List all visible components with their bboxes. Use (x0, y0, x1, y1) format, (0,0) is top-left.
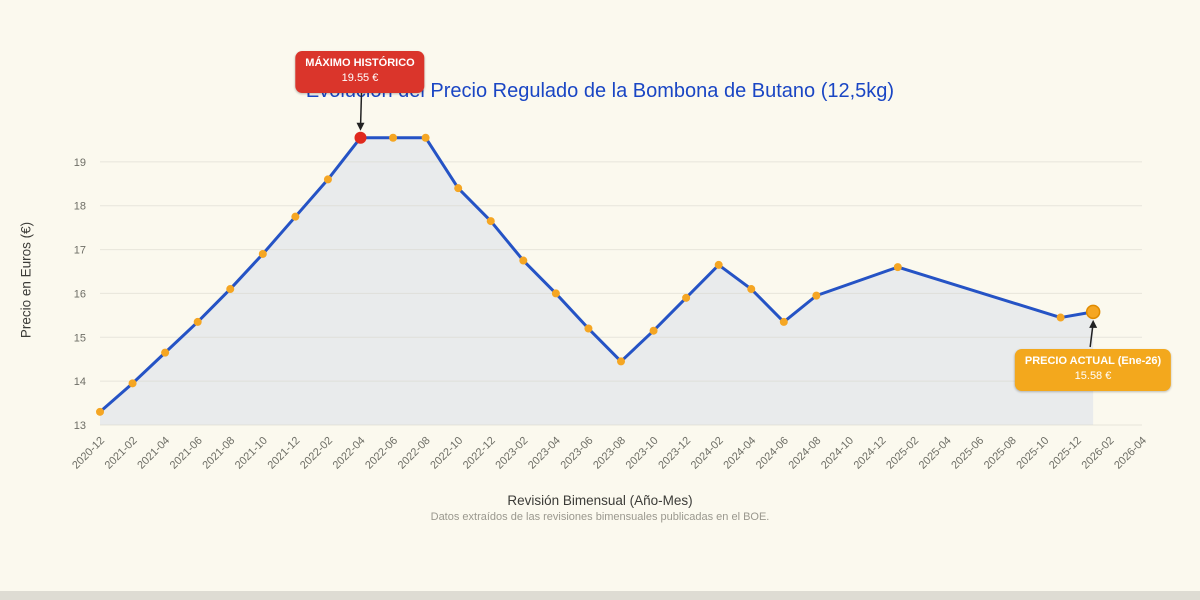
x-tick-label: 2022-12 (461, 435, 498, 472)
data-point-marker (584, 324, 593, 333)
max-point-marker (354, 131, 367, 144)
x-tick-label: 2021-06 (168, 435, 205, 472)
data-point-marker (454, 184, 463, 193)
current-price-annotation-badge: PRECIO ACTUAL (Ene-26) 15.58 € (1014, 349, 1172, 391)
data-point-marker (519, 256, 528, 265)
x-tick-label: 2022-08 (396, 435, 433, 472)
x-tick-label: 2024-02 (689, 435, 726, 472)
data-point-marker (389, 133, 398, 142)
data-point-marker (161, 348, 170, 357)
x-tick-label: 2022-04 (331, 435, 368, 472)
x-tick-label: 2024-12 (852, 435, 889, 472)
x-axis-title: Revisión Bimensual (Año-Mes) (507, 493, 693, 508)
x-tick-label: 2024-04 (721, 435, 758, 472)
y-tick-label: 15 (74, 332, 86, 344)
x-tick-label: 2021-10 (233, 435, 270, 472)
data-point-marker (649, 326, 658, 335)
data-point-marker (812, 291, 821, 300)
data-point-marker (323, 175, 332, 184)
data-point-marker (486, 217, 495, 226)
y-tick-label: 14 (74, 376, 86, 388)
x-tick-label: 2025-04 (917, 435, 954, 472)
current-price-annotation-value: 15.58 € (1074, 370, 1112, 383)
x-tick-label: 2025-06 (949, 435, 986, 472)
y-tick-label: 18 (74, 201, 86, 213)
current-annotation-arrow (1089, 322, 1094, 348)
data-point-marker (714, 260, 723, 269)
data-point-marker (779, 317, 788, 326)
x-tick-label: 2021-04 (135, 435, 172, 472)
chart-title: Evolución del Precio Regulado de la Bomb… (305, 80, 895, 102)
bottom-edge-bar (0, 591, 1200, 600)
current-point-marker (1085, 304, 1101, 320)
data-point-marker (226, 285, 235, 294)
y-tick-label: 19 (74, 157, 86, 169)
x-tick-label: 2026-02 (1080, 435, 1117, 472)
max-price-annotation-badge: MÁXIMO HISTÓRICO 19.55 € (295, 51, 425, 93)
x-tick-label: 2023-08 (591, 435, 628, 472)
x-tick-label: 2023-12 (656, 435, 693, 472)
x-tick-label: 2024-10 (819, 435, 856, 472)
series-line (98, 136, 1095, 414)
x-tick-label: 2022-06 (363, 435, 400, 472)
y-tick-label: 13 (74, 420, 86, 432)
data-point-marker (682, 293, 691, 302)
x-tick-label: 2022-02 (298, 435, 335, 472)
x-tick-label: 2022-10 (428, 435, 465, 472)
data-point-marker (421, 133, 430, 142)
y-tick-label: 17 (74, 245, 86, 257)
y-axis-title: Precio en Euros (€) (18, 221, 34, 339)
data-point-marker (193, 317, 202, 326)
data-point-marker (1056, 313, 1065, 322)
source-footnote: Datos extraídos de las revisiones bimens… (430, 511, 770, 523)
x-tick-label: 2025-08 (982, 435, 1019, 472)
x-tick-label: 2025-10 (1014, 435, 1051, 472)
max-price-annotation-value: 19.55 € (341, 72, 379, 85)
current-price-annotation-label: PRECIO ACTUAL (Ene-26) (1024, 355, 1162, 367)
data-point-marker (128, 379, 137, 388)
max-annotation-arrowhead (356, 122, 365, 131)
data-point-marker (893, 263, 902, 272)
current-annotation-arrowhead (1089, 319, 1098, 328)
series-area-fill (100, 137, 1094, 425)
x-tick-label: 2025-02 (884, 435, 921, 472)
x-tick-label: 2023-10 (624, 435, 661, 472)
data-point-marker (258, 249, 267, 258)
x-tick-label: 2024-06 (754, 435, 791, 472)
data-point-marker (96, 407, 104, 416)
max-price-annotation-label: MÁXIMO HISTÓRICO (305, 57, 415, 69)
x-tick-label: 2024-08 (786, 435, 823, 472)
x-tick-label: 2023-04 (526, 435, 563, 472)
x-tick-label: 2021-02 (103, 435, 140, 472)
x-tick-label: 2020-12 (70, 435, 107, 472)
data-point-marker (747, 285, 756, 294)
x-tick-label: 2021-08 (200, 435, 237, 472)
data-point-marker (551, 289, 560, 298)
x-tick-label: 2025-12 (1047, 435, 1084, 472)
data-point-marker (291, 212, 300, 221)
x-tick-label: 2023-06 (559, 435, 596, 472)
x-tick-label: 2026-04 (1112, 435, 1149, 472)
y-tick-label: 16 (74, 288, 86, 300)
x-tick-label: 2021-12 (265, 435, 302, 472)
data-point-marker (617, 357, 625, 366)
x-tick-label: 2023-02 (493, 435, 530, 472)
